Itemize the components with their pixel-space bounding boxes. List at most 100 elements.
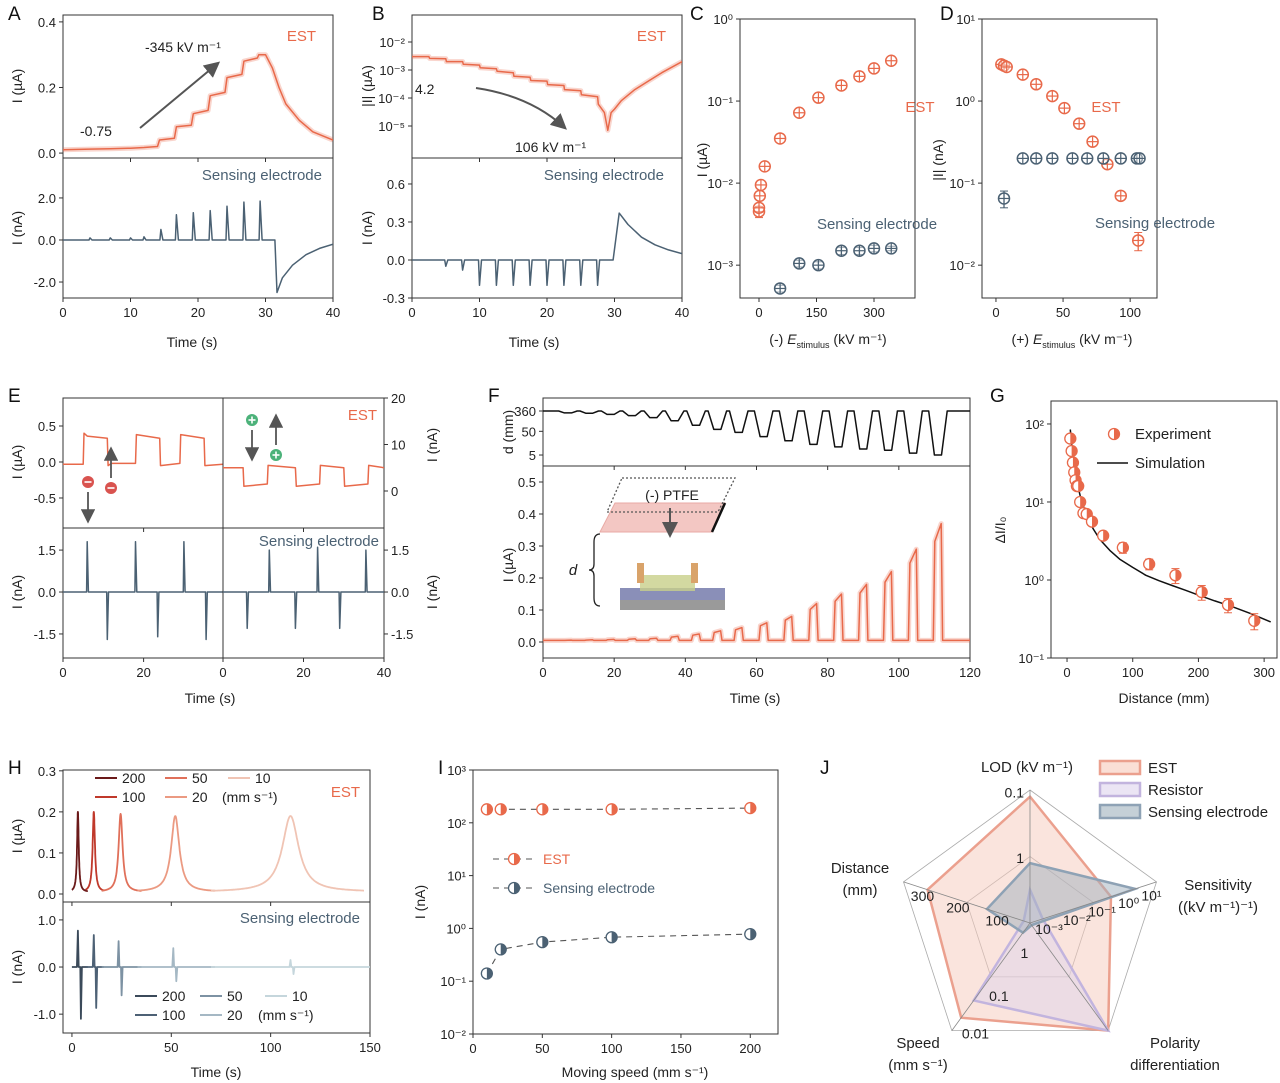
- marker-half-fill: [1175, 569, 1181, 581]
- y-axis-label: I (µA): [694, 143, 710, 178]
- panel-letter-a: A: [8, 4, 21, 25]
- sensing-electrode-label: Sensing electrode: [240, 910, 360, 927]
- x-tick-label: 30: [607, 305, 621, 320]
- marker-half-fill: [500, 803, 507, 815]
- radar-series-sensing-electrode: [985, 861, 1140, 935]
- data-point: [997, 190, 1011, 209]
- radar-axis-title: Polarity: [1150, 1035, 1201, 1052]
- y-tick-label: 10⁻³: [379, 63, 405, 78]
- series-10-line: [210, 815, 365, 892]
- brace-icon: [588, 533, 601, 607]
- y-axis-label: I (µA): [9, 819, 25, 854]
- y-tick-label: 20: [391, 391, 405, 406]
- legend-est: EST: [543, 851, 571, 867]
- y-axis-label: d (mm): [500, 410, 516, 454]
- data-point: [605, 803, 618, 816]
- y-axis-label: |I| (nA): [930, 139, 946, 181]
- y-tick-label: 10²: [1025, 417, 1044, 432]
- x-tick-label: 0: [59, 305, 66, 320]
- x-axis-label-subscript: stimulus: [797, 340, 831, 350]
- data-point: [754, 178, 768, 192]
- plot-frame: [62, 769, 371, 903]
- radar-tick-label: 1: [1020, 945, 1028, 961]
- y-tick-label: 10¹: [447, 869, 466, 884]
- radar-tick-label: 0.01: [962, 1026, 989, 1042]
- x-axis-label: (-) Estimulus (kV m⁻¹): [769, 331, 886, 350]
- end-field-label: -345 kV m⁻¹: [145, 39, 221, 55]
- marker-half-fill: [1071, 445, 1078, 457]
- x-axis-label-prefix: (-): [769, 331, 787, 347]
- legend-label-100: 100: [162, 1007, 186, 1023]
- series-200-line: [71, 811, 89, 892]
- sensing-electrode-label: Sensing electrode: [544, 167, 664, 184]
- radar-tick-label: 200: [946, 900, 970, 916]
- sensing-electrode-label: Sensing electrode: [817, 216, 937, 233]
- x-tick-label: 150: [806, 305, 828, 320]
- x-tick-label: 300: [1253, 665, 1275, 680]
- x-tick-label: 0: [1063, 665, 1070, 680]
- y-tick-label: 10⁻¹: [1018, 651, 1044, 666]
- marker-half-fill: [1072, 457, 1079, 469]
- series-est: [480, 801, 757, 816]
- start-field-label: 4.2: [415, 81, 435, 97]
- legend-label-10: 10: [292, 988, 308, 1004]
- y-axis-label: I (nA): [424, 428, 440, 462]
- y-tick-label: 10⁻²: [949, 258, 975, 273]
- data-point: [758, 160, 772, 173]
- series-sensing-electrode: [773, 242, 898, 295]
- marker-half-fill: [1103, 530, 1109, 542]
- ptfe-sheet: [599, 502, 726, 533]
- legend-unit: (mm s⁻¹): [222, 789, 278, 805]
- subplot-g: 0 100 200 300 10² 10¹ 10⁰ 10⁻¹ ΔI/I₀ Distance (mm…: [992, 400, 1278, 706]
- radar-tick-label: 300: [911, 888, 935, 904]
- series-20-line: [137, 947, 215, 983]
- y-tick-label: 10⁻²: [440, 1027, 466, 1042]
- y-tick-label: 0.3: [518, 539, 536, 554]
- marker-half-fill: [1227, 599, 1234, 611]
- subplot-a-top: 0.0 0.2 0.4 I (µA) EST -0.75 -345 kV m⁻¹: [9, 14, 334, 162]
- radar-tick-label: 0.1: [1005, 785, 1025, 801]
- legend-label-est: EST: [1148, 760, 1177, 777]
- x-axis-label-subscript: stimulus: [1042, 340, 1076, 350]
- subplot-h-bottom: 0 50 100 150 1.0 0.0 -1.0 I (nA) Time (s) 200 100 5…: [9, 901, 381, 1080]
- series-sensing-electrode: [997, 152, 1146, 209]
- series-est-line: [543, 522, 970, 642]
- data-point: [773, 132, 787, 145]
- data-point: [1085, 515, 1099, 528]
- marker-half-fill: [486, 803, 493, 815]
- x-tick-label: 10: [123, 305, 137, 320]
- y-axis-label: I (µA): [500, 548, 516, 583]
- series-est-line: [412, 55, 682, 132]
- y-tick-label: 0.4: [38, 15, 56, 30]
- legend-simulation: Simulation: [1135, 455, 1205, 472]
- y-tick-label: 50: [522, 424, 536, 439]
- data-point: [1072, 479, 1085, 493]
- data-point: [753, 189, 767, 203]
- marker-half-fill: [1149, 558, 1155, 570]
- y-tick-label: 0.0: [38, 146, 56, 161]
- radar-tick-label: 10⁻¹: [1088, 904, 1116, 920]
- y-axis-label: I (nA): [9, 575, 25, 609]
- data-point: [1046, 89, 1059, 103]
- x-tick-label: 40: [675, 305, 689, 320]
- x-axis-label: (+) Estimulus (kV m⁻¹): [1012, 331, 1133, 350]
- y-tick-label: 10⁻¹: [707, 94, 733, 109]
- data-point: [1169, 568, 1182, 585]
- marker-half-fill: [750, 802, 756, 814]
- subplot-f-bottom: 0 20 40 60 80 100 120 0.5 0.4 0.3 0.2 0.1 0.0 I (µA) T…: [500, 465, 981, 706]
- data-point: [812, 91, 825, 104]
- series-group: [71, 929, 370, 1020]
- y-tick-label: 0.0: [38, 233, 56, 248]
- marker-half-fill: [611, 803, 618, 815]
- series-est-dashed-line: [486, 807, 751, 810]
- data-point: [812, 258, 825, 272]
- y-tick-label: 10⁻¹: [440, 974, 466, 989]
- radar-axis-title: LOD (kV m⁻¹): [981, 759, 1073, 776]
- series-100-line: [85, 811, 105, 892]
- y-tick-label: 10⁻⁵: [378, 119, 405, 134]
- data-point: [1114, 152, 1128, 165]
- y-tick-label: 0.0: [38, 585, 56, 600]
- y-tick-label: 0.0: [38, 960, 56, 975]
- series-20-line: [136, 815, 216, 892]
- panel-letter-b: B: [372, 4, 385, 25]
